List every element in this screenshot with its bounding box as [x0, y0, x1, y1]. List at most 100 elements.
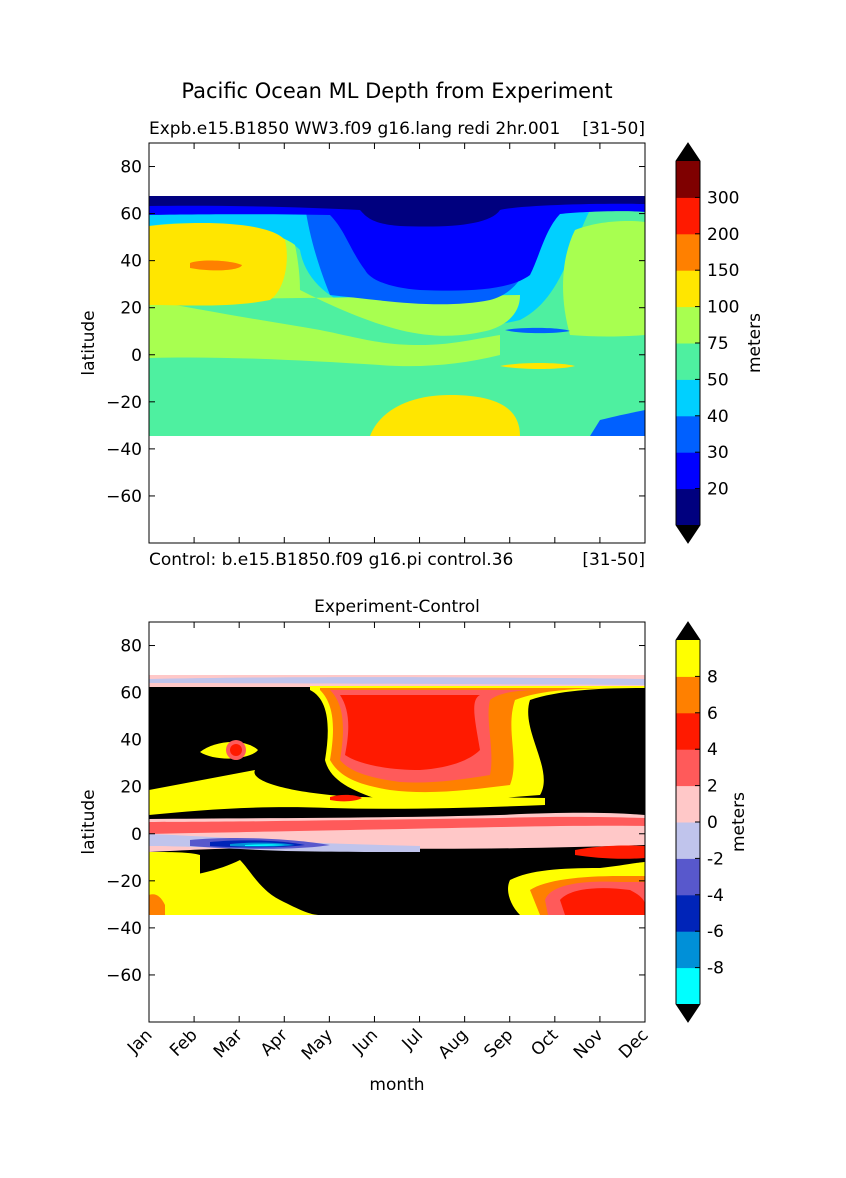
bottom-spot-4-6-mar: [230, 744, 242, 756]
figure-suptitle: Pacific Ocean ML Depth from Experiment: [181, 79, 612, 103]
x-tick-label: Aug: [435, 1025, 473, 1063]
bottom-band-4-6-se: [560, 888, 645, 915]
x-tick-label: Oct: [527, 1025, 562, 1060]
bottom-band-2-4-eq: [149, 816, 645, 834]
bottom-band-8-10-sw2: [149, 860, 320, 915]
bottom-band-4-6: [340, 695, 480, 770]
bottom-band-n2-0-north: [149, 677, 645, 685]
top-band-75-100-east: [563, 220, 645, 337]
x-tick-label: Feb: [166, 1025, 201, 1060]
colorbar-tick-label: 75: [707, 334, 729, 354]
colorbar-tick-label: 6: [707, 704, 718, 724]
top-y-ticks: 80 60 40 20 0 −20 −40 −60: [106, 143, 646, 543]
y-tick-label: −40: [106, 919, 142, 939]
top-contour-field: [149, 196, 645, 436]
colorbar-tick-label: 2: [707, 777, 718, 797]
colorbar-swatch: [676, 197, 700, 235]
y-tick-label: 0: [131, 346, 142, 366]
colorbar-tick-label: -4: [707, 886, 724, 906]
top-axes-frame: [148, 142, 646, 544]
colorbar-swatch: [676, 712, 700, 750]
top-title-right: [31-50]: [582, 119, 645, 139]
top-ylabel: latitude: [79, 310, 99, 375]
colorbar-tick-label: 150: [707, 261, 739, 281]
colorbar-outline: [675, 621, 701, 1023]
colorbar-swatch: [676, 640, 700, 677]
top-band-20-30: [149, 196, 645, 291]
colorbar-swatch: [676, 858, 700, 896]
colorbar-swatch: [676, 379, 700, 417]
colorbar-extend-min: [676, 1004, 700, 1022]
y-tick-label: 60: [120, 205, 142, 225]
colorbar-swatch: [676, 343, 700, 380]
bottom-colorbar: -8 -6 -4 -2 0 2 4 6 8: [675, 621, 724, 1023]
bottom-panel: Experiment-Control: [79, 597, 653, 1095]
y-tick-label: 0: [131, 825, 142, 845]
bottom-xlabel: month: [369, 1075, 424, 1095]
colorbar-extend-min: [676, 525, 700, 543]
colorbar-swatch: [676, 270, 700, 308]
y-tick-label: 40: [120, 252, 142, 272]
bottom-band-8-10-eq: [149, 770, 545, 815]
bottom-band-4-6-e: [575, 845, 645, 859]
colorbar-extend-max: [676, 143, 700, 161]
top-band-75-100-eq: [149, 300, 500, 367]
colorbar-tick-label: -6: [707, 922, 724, 942]
colorbar-swatch: [676, 785, 700, 823]
y-tick-label: 80: [120, 637, 142, 657]
colorbar-tick-label: 50: [707, 370, 729, 390]
y-tick-label: −60: [106, 966, 142, 986]
colorbar-swatch: [676, 931, 700, 969]
colorbar-swatch: [676, 967, 700, 1005]
bottom-axes-frame: [148, 621, 646, 1023]
y-tick-label: 20: [120, 299, 142, 319]
top-band-30-40-eq: [505, 327, 570, 334]
top-band-100-150-eq: [500, 363, 575, 369]
colorbar-tick-label: 300: [707, 188, 739, 208]
top-band-lt20: [149, 196, 645, 227]
y-tick-label: −20: [106, 393, 142, 413]
y-tick-label: 40: [120, 731, 142, 751]
top-colorbar-label: meters: [745, 313, 765, 373]
bottom-colorbar-label: meters: [729, 792, 749, 852]
top-panel: Expb.e15.B1850 WW3.f09 g16.lang redi 2hr…: [79, 119, 646, 570]
colorbar-swatch: [676, 749, 700, 787]
x-tick-label: Nov: [570, 1025, 608, 1063]
x-tick-label: Mar: [210, 1025, 247, 1062]
y-tick-label: −40: [106, 440, 142, 460]
colorbar-tick-label: 100: [707, 298, 739, 318]
colorbar-outline: [675, 142, 701, 544]
bottom-contour-field: [149, 675, 645, 915]
top-band-30-40-se: [590, 410, 645, 436]
x-tick-label: Jan: [123, 1025, 156, 1058]
top-band-100-150-south: [370, 395, 520, 436]
x-tick-label: Apr: [257, 1025, 292, 1060]
colorbar-swatch: [676, 822, 700, 859]
colorbar-tick-label: 0: [707, 813, 718, 833]
colorbar-swatch: [676, 488, 700, 526]
colorbar-tick-label: -8: [707, 959, 724, 979]
top-footer-left: Control: b.e15.B1850.f09 g16.pi control.…: [149, 550, 513, 570]
colorbar-swatch: [676, 161, 700, 198]
y-tick-label: 60: [120, 684, 142, 704]
top-footer-right: [31-50]: [582, 550, 645, 570]
bottom-y-ticks: 80 60 40 20 0 −20 −40 −60: [106, 637, 645, 986]
y-tick-label: −60: [106, 487, 142, 507]
colorbar-tick-label: 30: [707, 443, 729, 463]
x-tick-label: Sep: [480, 1025, 517, 1062]
colorbar-tick-label: 40: [707, 407, 729, 427]
y-tick-label: −20: [106, 872, 142, 892]
x-tick-label: May: [298, 1025, 337, 1064]
x-tick-label: Jun: [348, 1025, 382, 1059]
x-tick-label: Jul: [398, 1025, 427, 1054]
colorbar-extend-max: [676, 622, 700, 640]
colorbar-swatch: [676, 415, 700, 453]
colorbar-tick-label: 8: [707, 667, 718, 687]
y-tick-label: 20: [120, 778, 142, 798]
bottom-ylabel: latitude: [79, 789, 99, 854]
colorbar-tick-label: 4: [707, 740, 718, 760]
bottom-band-6-8-sw: [149, 894, 165, 915]
colorbar-swatch: [676, 306, 700, 344]
colorbar-swatch: [676, 233, 700, 271]
colorbar-swatch: [676, 894, 700, 932]
